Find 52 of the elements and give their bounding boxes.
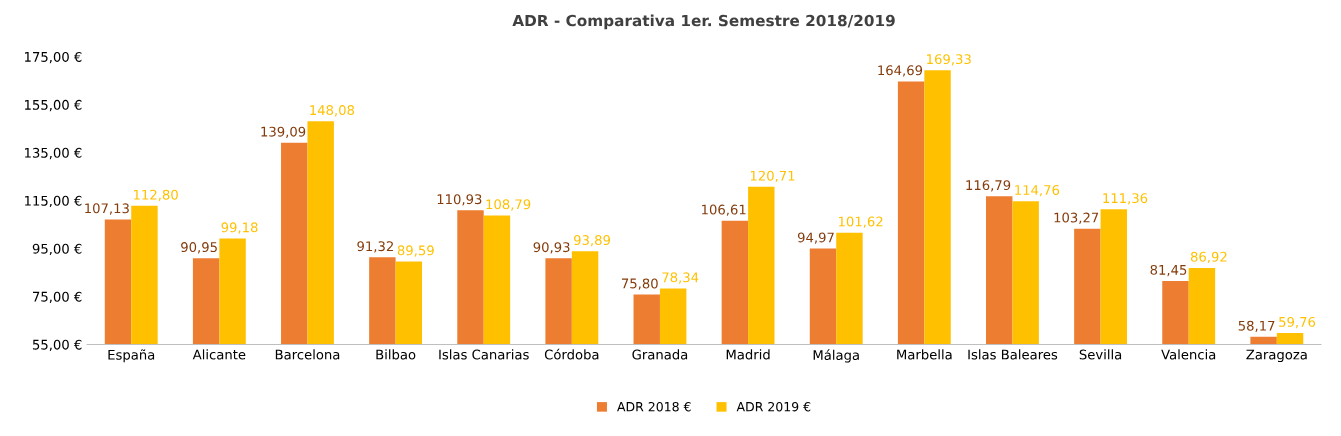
x-tick-label: Valencia bbox=[1161, 349, 1216, 360]
data-label: 78,34 bbox=[662, 272, 699, 284]
data-label: 81,45 bbox=[1150, 264, 1187, 277]
data-label: 110,93 bbox=[437, 194, 482, 206]
legend-label: ADR 2018 € bbox=[617, 401, 691, 412]
x-tick-label: Islas Baleares bbox=[968, 349, 1058, 360]
y-tick-label: 95,00 € bbox=[32, 243, 82, 256]
chart-title: ADR - Comparativa 1er. Semestre 2018/2019 bbox=[512, 14, 895, 30]
data-label: 101,62 bbox=[838, 216, 883, 228]
x-tick-label: Sevilla bbox=[1079, 349, 1122, 360]
y-tick-label: 75,00 € bbox=[33, 291, 82, 304]
data-label: 164,69 bbox=[878, 65, 923, 77]
data-label: 114,76 bbox=[1015, 185, 1060, 197]
x-tick-label: Marbella bbox=[897, 349, 952, 360]
x-tick-label: Madrid bbox=[726, 349, 770, 360]
data-label: 111,36 bbox=[1103, 193, 1148, 205]
data-label: 89,59 bbox=[397, 245, 434, 257]
x-tick-label: Alicante bbox=[192, 349, 246, 360]
y-tick-label: 135,00 € bbox=[25, 147, 82, 160]
data-label: 86,92 bbox=[1190, 251, 1227, 264]
y-tick-label: 155,00 € bbox=[25, 99, 82, 112]
data-label: 58,17 bbox=[1238, 320, 1275, 333]
y-tick-label: 55,00 € bbox=[32, 339, 82, 351]
y-tick-label: 115,00 € bbox=[25, 195, 82, 208]
data-label: 59,76 bbox=[1279, 316, 1316, 329]
data-label: 108,79 bbox=[486, 199, 531, 211]
x-tick-label: Granada bbox=[632, 349, 688, 360]
x-tick-label: Málaga bbox=[813, 349, 859, 363]
x-tick-label: Zaragoza bbox=[1246, 349, 1307, 363]
data-label: 112,80 bbox=[134, 189, 178, 202]
data-label: 90,95 bbox=[181, 242, 217, 254]
data-label: 103,27 bbox=[1054, 212, 1099, 224]
data-label: 93,89 bbox=[573, 235, 611, 247]
data-label: 148,08 bbox=[310, 105, 355, 117]
data-label: 106,61 bbox=[702, 204, 746, 216]
data-label: 90,93 bbox=[533, 242, 570, 254]
data-label: 120,71 bbox=[750, 170, 795, 183]
data-label: 91,32 bbox=[357, 241, 393, 253]
data-label: 169,33 bbox=[927, 54, 971, 66]
data-label: 107,13 bbox=[85, 203, 129, 215]
x-tick-label: Córdoba bbox=[544, 348, 599, 360]
x-tick-label: Bilbao bbox=[376, 349, 416, 360]
data-label: 75,80 bbox=[621, 278, 658, 290]
x-tick-label: Barcelona bbox=[275, 349, 340, 360]
data-label: 139,09 bbox=[261, 126, 306, 138]
y-tick-label: 175,00 € bbox=[25, 51, 82, 64]
legend-label: ADR 2019 € bbox=[736, 401, 811, 412]
data-label: 116,79 bbox=[966, 180, 1011, 192]
x-tick-label: España bbox=[108, 349, 155, 363]
x-tick-label: Islas Canarias bbox=[439, 349, 529, 360]
data-label: 99,18 bbox=[221, 222, 258, 234]
data-label: 94,97 bbox=[797, 232, 834, 244]
